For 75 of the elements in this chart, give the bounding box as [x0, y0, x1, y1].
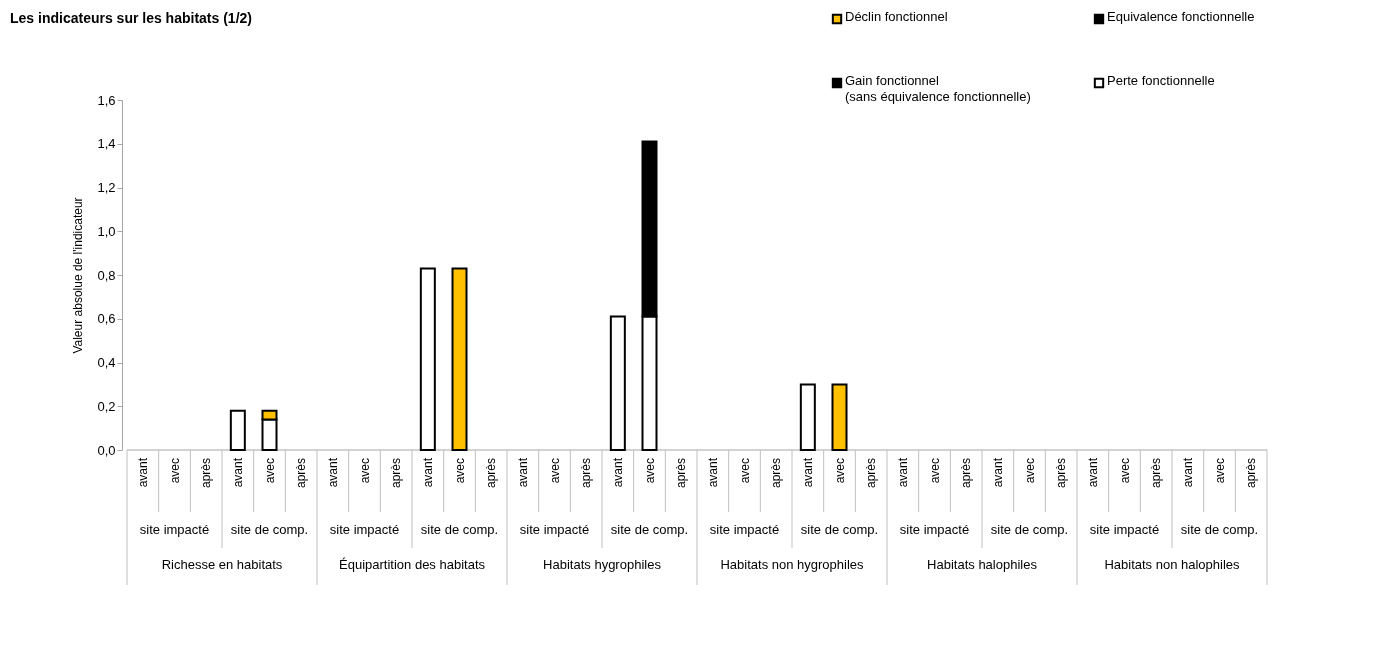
x-tick-label: avant	[800, 457, 815, 488]
x-tick-label: après	[769, 458, 784, 489]
text: site de comp.	[230, 522, 309, 537]
x-tick-label: après	[959, 458, 974, 489]
x-tick-label: avec	[357, 458, 372, 484]
text: site impacté	[709, 522, 780, 537]
x-tick-label: avant	[515, 457, 530, 488]
y-tick-label: 0,8	[97, 267, 116, 283]
x-tick-label: après	[199, 458, 214, 489]
y-tick-label: 1,0	[97, 223, 116, 239]
x-tick-label: avant	[990, 457, 1005, 488]
x-tick-label: avec	[1117, 458, 1132, 484]
text: site de comp.	[990, 522, 1069, 537]
y-tick-label: 1,6	[97, 92, 116, 108]
text: Richesse en habitats	[161, 557, 283, 572]
text: site impacté	[899, 522, 970, 537]
x-tick-label: après	[484, 458, 499, 489]
text: Habitats hygrophiles	[543, 557, 662, 572]
x-tick-label: avec	[167, 458, 182, 484]
x-tick-label: après	[1054, 458, 1069, 489]
text: site impacté	[519, 522, 590, 537]
legend-label: Gain fonctionnel (sans équivalence fonctionnelle)	[845, 73, 1031, 104]
legend-label: Déclin fonctionnel	[845, 9, 948, 24]
x-tick-label: avec	[1022, 458, 1037, 484]
x-tick-label: avec	[1212, 458, 1227, 484]
legend-label: Equivalence fonctionnelle	[1107, 9, 1255, 24]
x-tick-label: avec	[642, 458, 657, 484]
text: site impacté	[139, 522, 210, 537]
x-tick-label: après	[674, 458, 689, 489]
y-tick-label: 1,2	[97, 180, 116, 195]
y-tick-label: 1,4	[97, 136, 116, 152]
x-tick-label: avec	[452, 458, 467, 484]
x-tick-label: après	[864, 458, 879, 489]
bar	[799, 383, 816, 451]
x-tick-label: avant	[610, 457, 625, 488]
x-tick-label: avant	[325, 457, 340, 488]
chart-title: Les indicateurs sur les habitats (1/2)	[10, 10, 252, 26]
text: site de comp.	[610, 522, 689, 537]
x-tick-label: avant	[1085, 457, 1100, 488]
x-tick-label: après	[1149, 458, 1164, 489]
y-tick-label: 0,0	[97, 442, 116, 458]
x-tick-label: après	[579, 458, 594, 489]
text: Habitats halophiles	[927, 557, 1038, 572]
bar	[609, 315, 626, 451]
y-axis-title: Valeur absolue de l'indicateur	[71, 197, 86, 354]
text: site de comp.	[800, 522, 879, 537]
bar	[419, 267, 436, 451]
x-tick-label: avec	[737, 458, 752, 484]
x-tick-label: avec	[262, 458, 277, 484]
text: site impacté	[329, 522, 400, 537]
legend-label: Perte fonctionnelle	[1107, 73, 1215, 88]
x-tick-label: avant	[895, 457, 910, 488]
x-tick-label: après	[1244, 458, 1259, 489]
text: Habitats non halophiles	[1104, 557, 1241, 572]
text: Équipartition des habitats	[339, 557, 486, 572]
text: site de comp.	[1180, 522, 1259, 537]
bar	[831, 383, 848, 451]
x-tick-label: avec	[547, 458, 562, 484]
x-tick-label: avant	[420, 457, 435, 488]
y-tick-label: 0,4	[97, 355, 116, 370]
text: site impacté	[1089, 522, 1160, 537]
x-tick-label: avant	[705, 457, 720, 488]
y-tick-label: 0,6	[97, 311, 116, 327]
x-tick-label: avant	[230, 457, 245, 488]
x-tick-label: après	[389, 458, 404, 489]
x-tick-label: avec	[927, 458, 942, 484]
bar	[451, 267, 468, 451]
y-tick-label: 0,2	[97, 398, 116, 414]
x-tick-label: avec	[832, 458, 847, 484]
x-tick-label: avant	[1180, 457, 1195, 488]
text: site de comp.	[420, 522, 499, 537]
bar	[229, 409, 246, 451]
text: Habitats non hygrophiles	[720, 557, 865, 572]
x-tick-label: avant	[135, 457, 150, 488]
x-tick-label: après	[294, 458, 309, 489]
